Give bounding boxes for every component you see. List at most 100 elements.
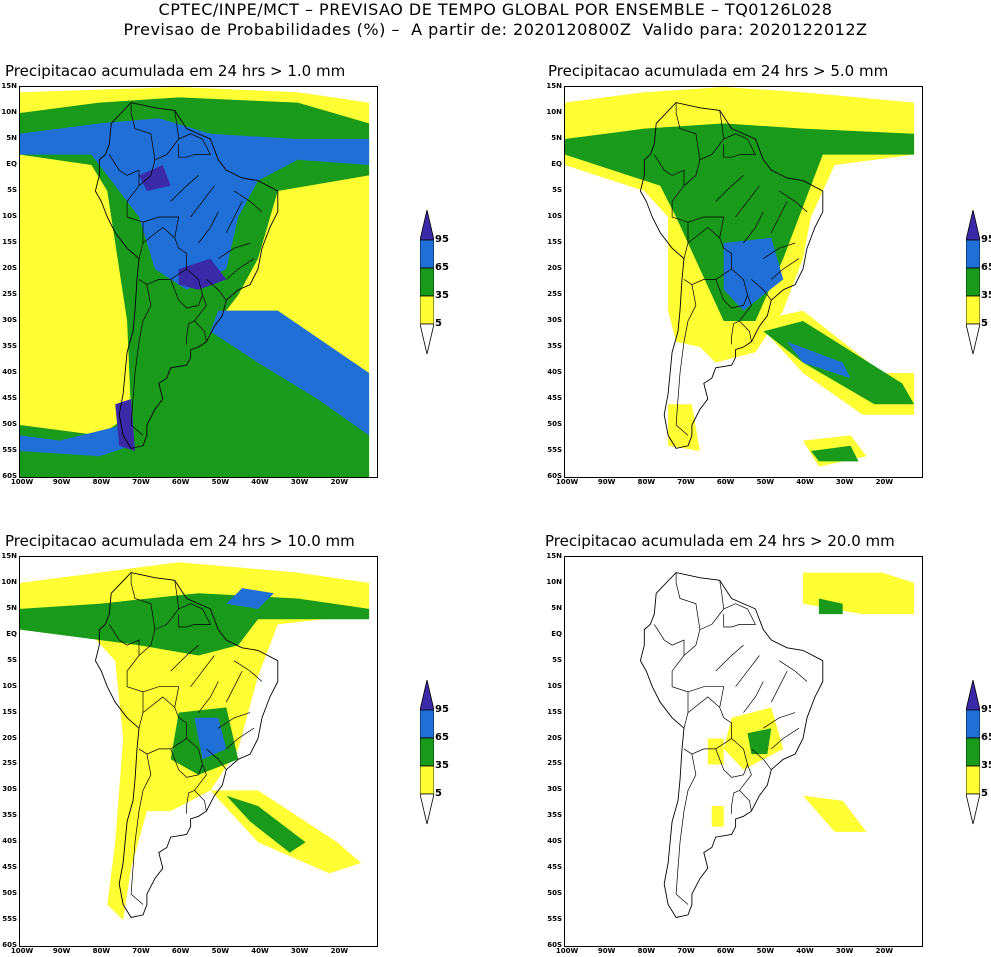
- colorbar-level-label: 95: [435, 704, 449, 715]
- country-border: [675, 284, 697, 436]
- colorbar-level-label: 65: [435, 732, 449, 743]
- lon-tick-label: 70W: [677, 478, 695, 486]
- lon-tick-label: 50W: [756, 947, 775, 955]
- probability-area-c65: [787, 341, 851, 379]
- country-border: [234, 190, 263, 213]
- lat-tick-label: 30S: [547, 785, 562, 794]
- country-border: [675, 754, 697, 905]
- lat-tick-label: 5S: [552, 186, 562, 194]
- lon-tick-label: 70W: [132, 478, 150, 486]
- lat-tick-label: 15N: [546, 552, 562, 560]
- probability-area-c35: [565, 123, 915, 322]
- lon-tick-label: 30W: [835, 947, 854, 955]
- country-border: [735, 185, 760, 218]
- lon-tick-label: 40W: [796, 947, 814, 955]
- country-border: [675, 102, 701, 160]
- colorbar: [966, 210, 980, 355]
- colorbar-level-label: 35: [435, 760, 449, 771]
- colorbar-level-label: 35: [981, 760, 991, 771]
- lat-tick-label: 40S: [547, 837, 562, 846]
- lat-tick-label: 30S: [2, 316, 17, 324]
- coastline: [639, 102, 824, 449]
- lat-tick-label: EQ: [6, 160, 17, 168]
- country-border: [142, 216, 180, 238]
- probability-area-c65: [20, 118, 370, 290]
- panel-2-map: [564, 86, 923, 478]
- country-border: [687, 686, 725, 708]
- lat-tick-label: EQ: [6, 629, 17, 638]
- lon-tick-label: 100W: [555, 947, 579, 955]
- country-border: [654, 624, 689, 729]
- colorbar-level-label: 65: [435, 262, 449, 273]
- lat-tick-label: 10N: [546, 108, 562, 116]
- lat-tick-label: 30S: [547, 316, 562, 324]
- country-border: [170, 738, 203, 778]
- lat-tick-label: 5N: [551, 603, 562, 612]
- country-border: [138, 226, 187, 285]
- country-border: [170, 268, 203, 309]
- lat-tick-label: 35S: [547, 342, 562, 350]
- lat-tick-label: 45S: [547, 394, 562, 402]
- colorbar-level-label: 95: [435, 234, 449, 245]
- lat-tick-label: 50S: [2, 889, 17, 898]
- lat-tick-label: 10S: [547, 681, 562, 690]
- lat-tick-label: 15S: [547, 707, 562, 716]
- lat-tick-label: 40S: [2, 837, 17, 846]
- probability-area-c35: [810, 445, 859, 462]
- lat-tick-label: 55S: [2, 915, 17, 924]
- lat-tick-label: 55S: [547, 915, 562, 924]
- lat-tick-label: 35S: [547, 811, 562, 820]
- panel-4-map: [564, 556, 923, 947]
- lat-tick-label: 35S: [2, 811, 17, 820]
- country-border: [751, 279, 772, 301]
- colorbar: [420, 210, 434, 355]
- lat-tick-label: 5N: [6, 134, 17, 142]
- country-border: [109, 624, 144, 729]
- lon-tick-label: 20W: [330, 478, 349, 486]
- lon-tick-label: 100W: [10, 947, 34, 955]
- lat-tick-label: 10N: [1, 108, 17, 116]
- probability-area-c5: [668, 404, 700, 451]
- country-border: [743, 211, 764, 244]
- colorbar-level-label: 95: [981, 704, 991, 715]
- country-border: [735, 655, 760, 687]
- colorbar-level-label: 5: [981, 788, 988, 799]
- colorbar-level-label: 35: [981, 290, 991, 301]
- lat-tick-label: 60S: [547, 941, 562, 949]
- country-border: [226, 727, 255, 750]
- lat-tick-label: EQ: [551, 160, 562, 168]
- country-border: [130, 572, 156, 630]
- country-border: [763, 242, 796, 259]
- map-canvas: [20, 562, 370, 921]
- country-border: [683, 110, 725, 187]
- lon-tick-label: 60W: [171, 478, 190, 486]
- panel-4-title: Precipitacao acumulada em 24 hrs > 20.0 …: [545, 532, 895, 550]
- country-border: [178, 133, 211, 158]
- country-border: [194, 320, 207, 342]
- lat-tick-label: 10N: [546, 577, 562, 586]
- lon-tick-label: 50W: [211, 478, 230, 486]
- lat-tick-label: 25S: [2, 290, 17, 298]
- lon-tick-label: 40W: [251, 478, 269, 486]
- lat-tick-label: 5S: [7, 655, 17, 664]
- lat-tick-label: 20S: [547, 733, 562, 742]
- colorbar-level-label: 95: [981, 234, 991, 245]
- lat-tick-label: 10S: [2, 212, 17, 220]
- lon-tick-label: 30W: [290, 947, 309, 955]
- lat-tick-label: 15N: [1, 552, 17, 560]
- colorbar-level-label: 5: [435, 788, 442, 799]
- lat-tick-label: 50S: [2, 420, 17, 428]
- country-border: [186, 764, 207, 814]
- country-border: [206, 748, 227, 770]
- country-border: [687, 216, 725, 238]
- panel-3-map: [19, 556, 378, 947]
- colorbar-level-label: 5: [981, 318, 988, 329]
- lat-tick-label: EQ: [551, 629, 562, 638]
- country-border: [771, 258, 800, 280]
- lon-tick-label: 40W: [251, 947, 269, 955]
- lon-tick-label: 60W: [171, 947, 190, 955]
- lon-tick-label: 60W: [716, 947, 735, 955]
- country-border: [170, 644, 199, 672]
- lat-tick-label: 10S: [2, 681, 17, 690]
- panel-1-title: Precipitacao acumulada em 24 hrs > 1.0 m…: [5, 62, 346, 80]
